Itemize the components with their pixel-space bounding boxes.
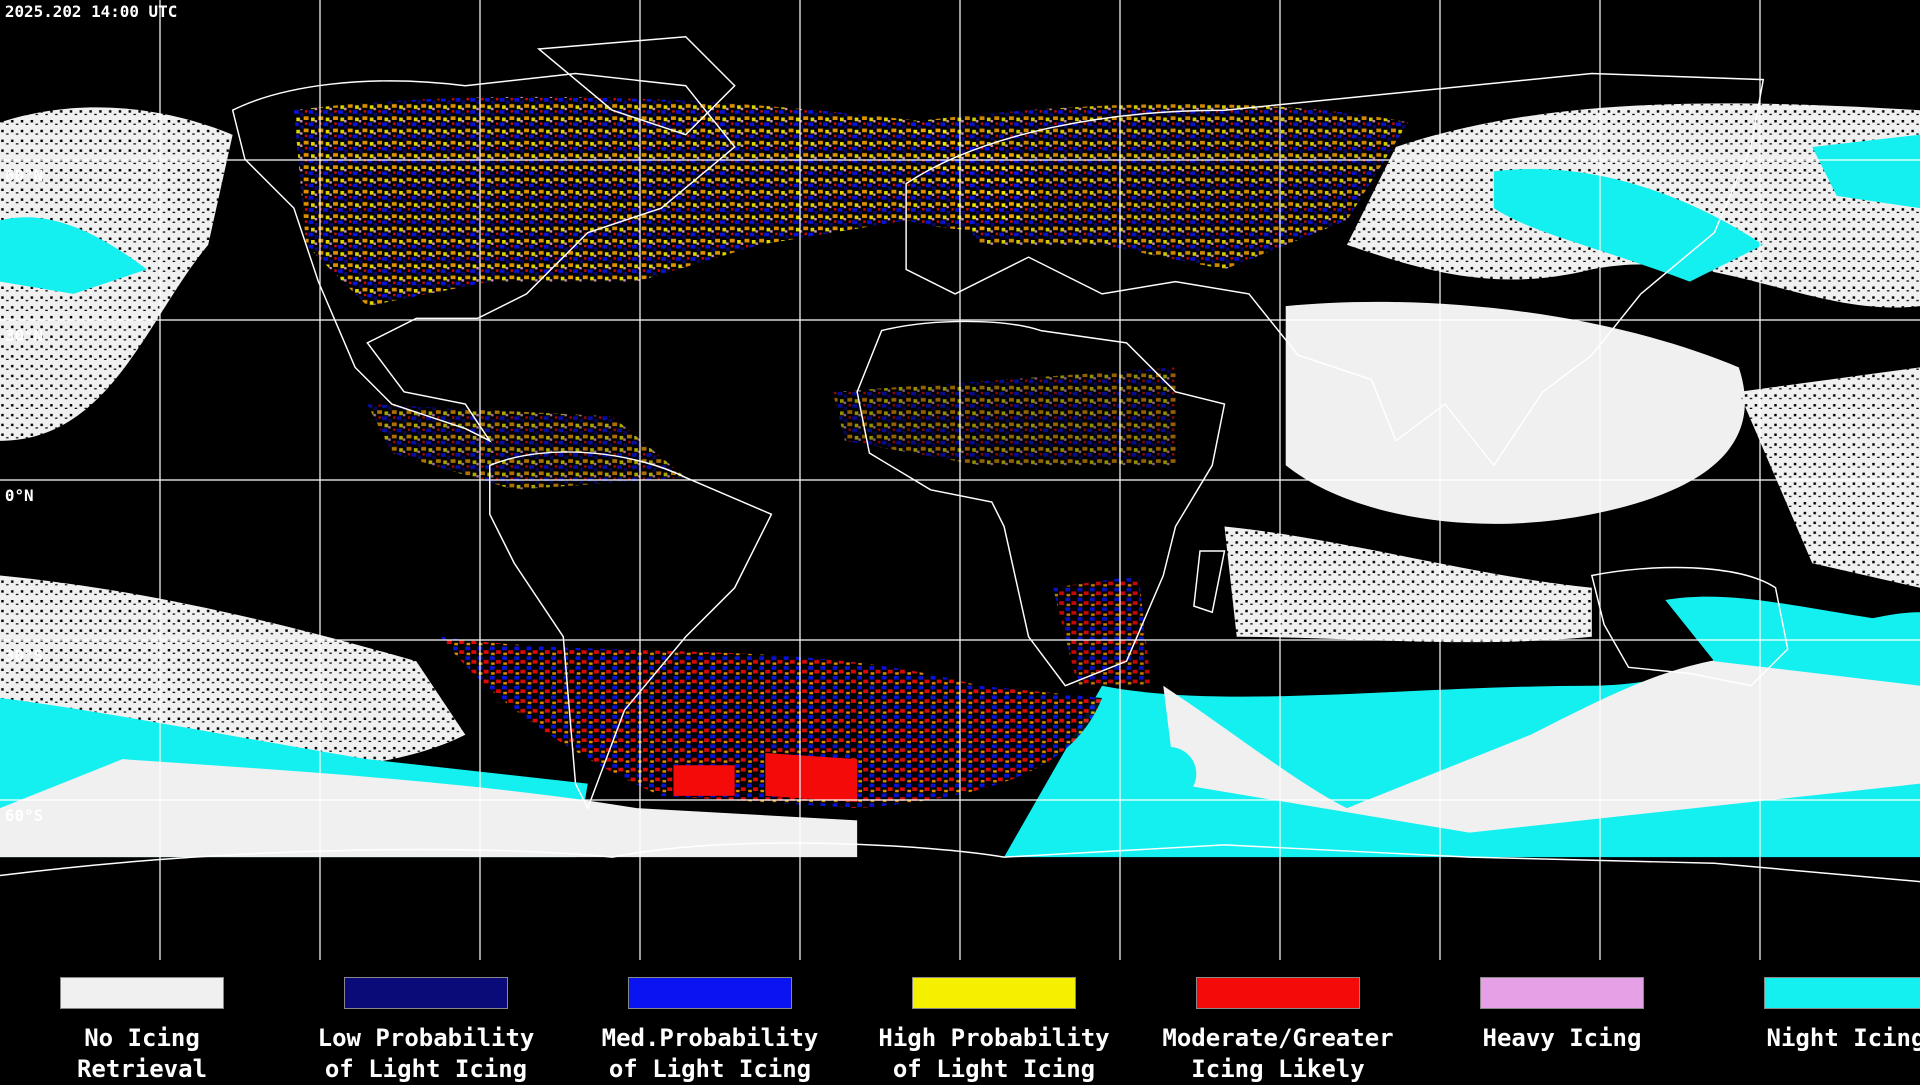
timestamp: 2025.202 14:00 UTC [5, 2, 177, 21]
legend-label: Low Probability [317, 1024, 535, 1052]
legend-text: Low Probability of Light Icing [284, 1023, 568, 1085]
map: 2025.202 14:00 UTC 60°N 30°N 0°N 30°S 60°S [0, 0, 1920, 960]
legend-swatch [1764, 977, 1920, 1009]
legend-swatch [60, 977, 224, 1009]
graticule [0, 0, 1920, 960]
legend-text: High Probability of Light Icing [852, 1023, 1136, 1085]
latitude-label: 0°N [5, 486, 34, 505]
legend-label: High Probability [878, 1024, 1110, 1052]
legend-item: Low Probability of Light Icing [284, 977, 568, 1085]
legend-label: Night Icing [1766, 1024, 1920, 1052]
legend-label: Retrieval [76, 1055, 208, 1083]
legend-label: Med.Probability [601, 1024, 819, 1052]
legend-label: Icing Likely [1191, 1055, 1365, 1083]
legend-text: Heavy Icing [1420, 1023, 1704, 1054]
legend-swatch [912, 977, 1076, 1009]
latitude-label: 30°N [5, 326, 43, 345]
latitude-labels: 60°N 30°N 0°N 30°S 60°S [5, 166, 43, 825]
legend-item: Heavy Icing [1420, 977, 1704, 1054]
legend-item: Moderate/Greater Icing Likely [1136, 977, 1420, 1085]
legend-item: High Probability of Light Icing [852, 977, 1136, 1085]
legend-text: Night Icing [1704, 1023, 1920, 1054]
latitude-label: 60°N [5, 166, 43, 185]
legend-text: Med.Probability of Light Icing [568, 1023, 852, 1085]
legend-label: of Light Icing [892, 1055, 1096, 1083]
latitude-label: 60°S [5, 806, 43, 825]
legend-swatch [628, 977, 792, 1009]
icing-areas [293, 96, 1409, 809]
legend-item: No Icing Retrieval [0, 977, 284, 1085]
latitude-label: 30°S [5, 646, 43, 665]
coastlines [0, 35, 1920, 883]
legend-label: of Light Icing [324, 1055, 528, 1083]
legend: No Icing Retrieval Low Probability of Light… [0, 960, 1920, 1083]
legend-swatch [344, 977, 508, 1009]
legend-label: of Light Icing [608, 1055, 812, 1083]
legend-label: No Icing [84, 1024, 200, 1052]
legend-text: No Icing Retrieval [0, 1023, 284, 1085]
legend-text: Moderate/Greater Icing Likely [1136, 1023, 1420, 1085]
legend-item: Night Icing [1704, 977, 1920, 1054]
legend-label: Heavy Icing [1482, 1024, 1642, 1052]
legend-label: Moderate/Greater [1162, 1024, 1394, 1052]
legend-swatch [1480, 977, 1644, 1009]
legend-item: Med.Probability of Light Icing [568, 977, 852, 1085]
legend-swatch [1196, 977, 1360, 1009]
